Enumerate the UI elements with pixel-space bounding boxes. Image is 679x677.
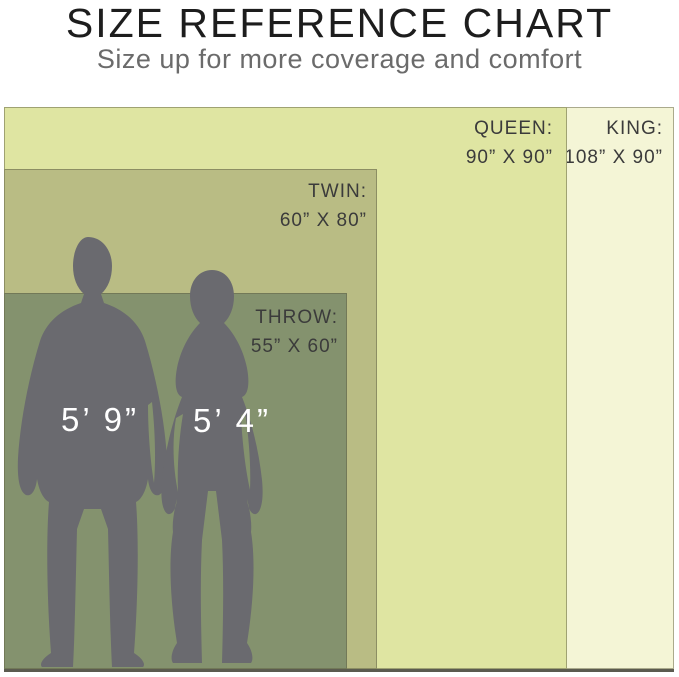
queen-size-name: QUEEN:: [474, 118, 553, 139]
people-silhouettes: 5’ 9” 5’ 4”: [4, 107, 674, 669]
size-comparison-chart: KING: 108” X 90” QUEEN: 90” X 90” TWIN: …: [4, 107, 674, 672]
page-title: SIZE REFERENCE CHART: [65, 0, 614, 46]
woman-silhouette-icon: [161, 270, 263, 663]
throw-size-name: THROW:: [255, 307, 338, 328]
king-size-name: KING:: [606, 118, 663, 139]
throw-size-label: THROW: 55” X 60”: [251, 303, 338, 361]
twin-size-dimensions: 60” X 80”: [279, 210, 367, 231]
throw-size-dimensions: 55” X 60”: [250, 336, 338, 357]
king-size-dimensions: 108” X 90”: [564, 147, 663, 168]
page-subtitle: Size up for more coverage and comfort: [96, 44, 583, 74]
twin-size-name: TWIN:: [308, 181, 367, 202]
man-silhouette-icon: [17, 237, 168, 667]
queen-size-label: QUEEN: 90” X 90”: [466, 114, 553, 172]
man-height-label: 5’ 9”: [61, 401, 139, 438]
king-size-label: KING: 108” X 90”: [564, 114, 663, 172]
chart-header: SIZE REFERENCE CHART Size up for more co…: [0, 0, 679, 74]
twin-size-label: TWIN: 60” X 80”: [280, 177, 367, 235]
queen-size-dimensions: 90” X 90”: [465, 147, 553, 168]
woman-height-label: 5’ 4”: [193, 402, 271, 439]
